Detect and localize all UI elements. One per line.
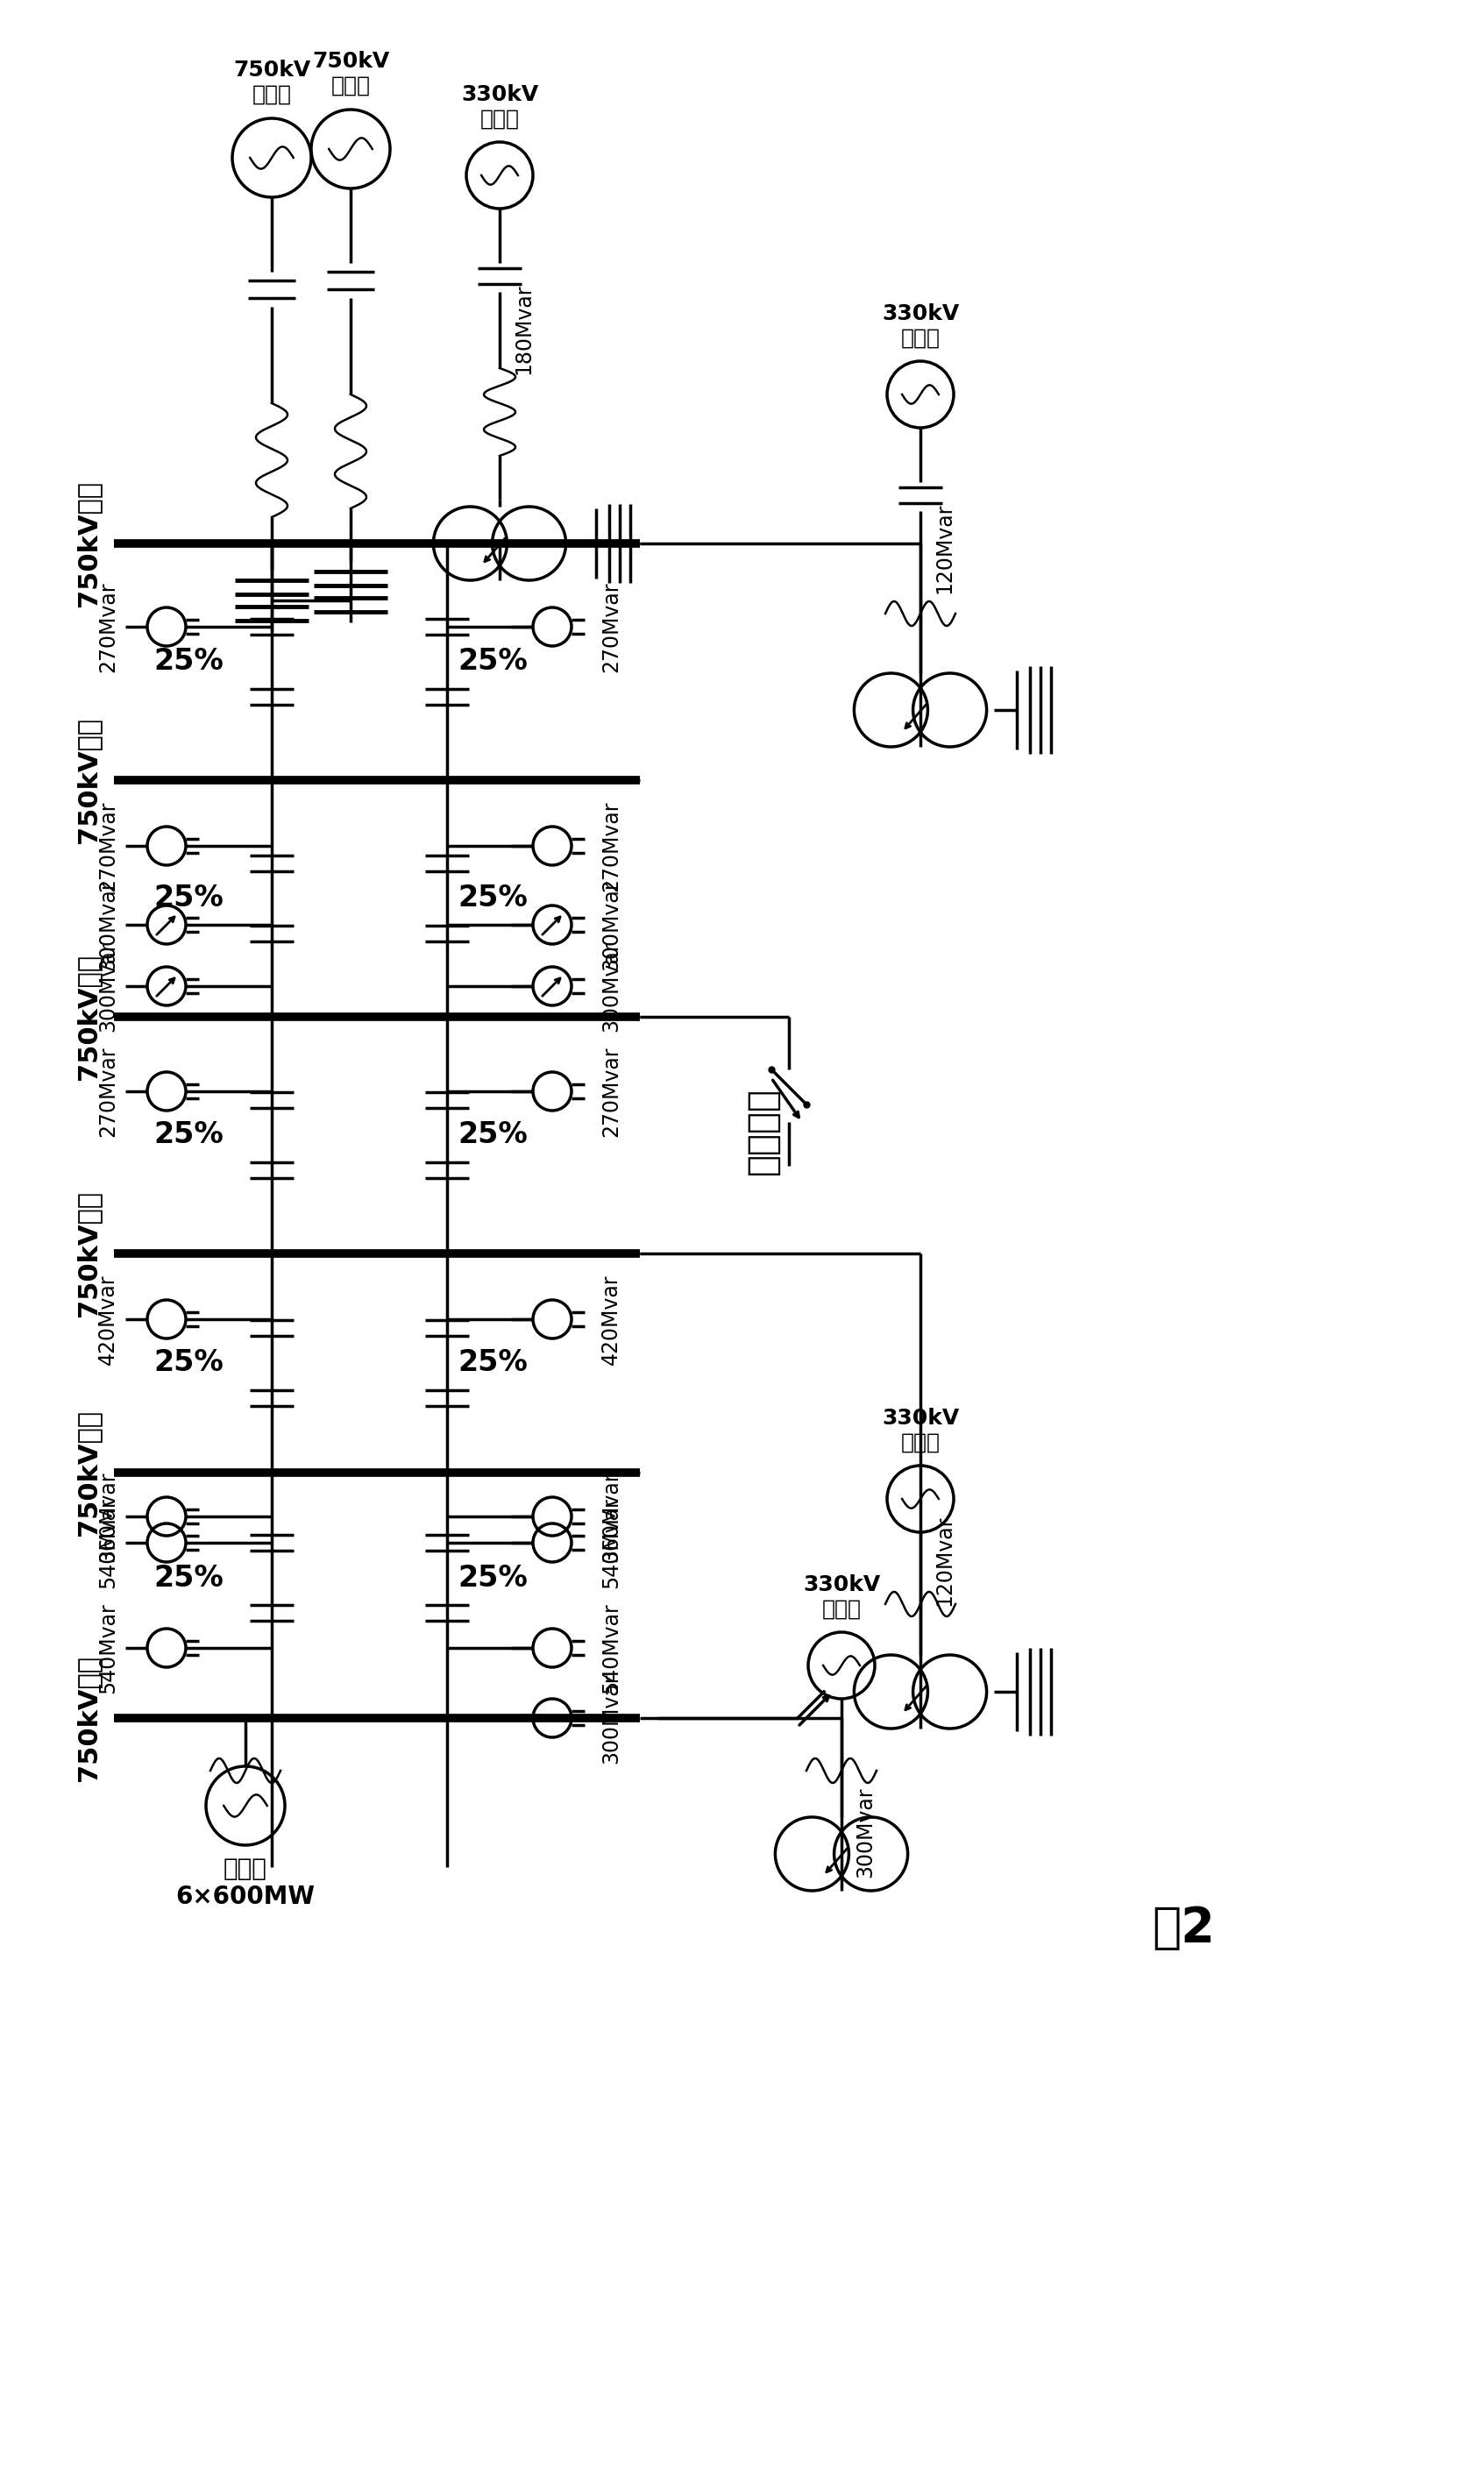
Text: 270Mvar: 270Mvar bbox=[601, 581, 622, 672]
Text: 540Mvar: 540Mvar bbox=[601, 1604, 622, 1693]
Text: 25%: 25% bbox=[154, 647, 224, 677]
Text: 图2: 图2 bbox=[1152, 1905, 1215, 1952]
Text: 可控高抗: 可控高抗 bbox=[743, 1087, 781, 1174]
Text: 25%: 25% bbox=[457, 1122, 527, 1149]
Text: 25%: 25% bbox=[457, 885, 527, 912]
Text: 420Mvar: 420Mvar bbox=[601, 1275, 622, 1364]
Text: 750kV母线: 750kV母线 bbox=[76, 1191, 101, 1317]
Text: 750kV
等值机: 750kV 等值机 bbox=[312, 52, 389, 96]
Text: 360Mvar: 360Mvar bbox=[601, 1470, 622, 1562]
Text: 180Mvar: 180Mvar bbox=[513, 284, 534, 373]
Text: 750kV母线: 750kV母线 bbox=[76, 479, 101, 605]
Text: 330kV
等值机: 330kV 等值机 bbox=[803, 1574, 880, 1621]
Text: 420Mvar: 420Mvar bbox=[98, 1275, 119, 1364]
Text: 300Mvar: 300Mvar bbox=[601, 1673, 622, 1764]
Text: 300Mvar: 300Mvar bbox=[98, 880, 119, 971]
Text: 120Mvar: 120Mvar bbox=[933, 1515, 954, 1606]
Text: 330kV
等值机: 330kV 等值机 bbox=[881, 304, 959, 348]
Text: 25%: 25% bbox=[457, 1349, 527, 1376]
Text: 270Mvar: 270Mvar bbox=[601, 801, 622, 892]
Text: 750kV母线: 750kV母线 bbox=[76, 717, 101, 843]
Text: 120Mvar: 120Mvar bbox=[933, 502, 954, 593]
Text: 25%: 25% bbox=[154, 885, 224, 912]
Text: 750kV
等值机: 750kV 等值机 bbox=[233, 59, 310, 106]
Text: 300Mvar: 300Mvar bbox=[855, 1787, 876, 1878]
Text: 270Mvar: 270Mvar bbox=[601, 1045, 622, 1137]
Text: 270Mvar: 270Mvar bbox=[98, 801, 119, 892]
Text: 25%: 25% bbox=[154, 1349, 224, 1376]
Text: 750kV母线: 750kV母线 bbox=[76, 954, 101, 1080]
Text: 270Mvar: 270Mvar bbox=[98, 1045, 119, 1137]
Text: 360Mvar: 360Mvar bbox=[98, 1470, 119, 1562]
Text: 25%: 25% bbox=[154, 1122, 224, 1149]
Text: 25%: 25% bbox=[154, 1564, 224, 1591]
Text: 25%: 25% bbox=[457, 647, 527, 677]
Text: 300Mvar: 300Mvar bbox=[601, 880, 622, 971]
Text: 330kV
等值机: 330kV 等值机 bbox=[881, 1408, 959, 1453]
Text: 300Mvar: 300Mvar bbox=[601, 941, 622, 1030]
Text: 750kV母线: 750kV母线 bbox=[76, 1408, 101, 1534]
Text: 25%: 25% bbox=[457, 1564, 527, 1591]
Text: 270Mvar: 270Mvar bbox=[98, 581, 119, 672]
Text: 750kV母线: 750kV母线 bbox=[76, 1656, 101, 1782]
Text: 发电厂
6×600MW: 发电厂 6×600MW bbox=[175, 1856, 315, 1910]
Text: 300Mvar: 300Mvar bbox=[98, 941, 119, 1030]
Text: 540Mvar: 540Mvar bbox=[98, 1497, 119, 1589]
Text: 540Mvar: 540Mvar bbox=[98, 1604, 119, 1693]
Text: 330kV
等值机: 330kV 等值机 bbox=[462, 84, 539, 131]
Text: 540Mvar: 540Mvar bbox=[601, 1497, 622, 1589]
